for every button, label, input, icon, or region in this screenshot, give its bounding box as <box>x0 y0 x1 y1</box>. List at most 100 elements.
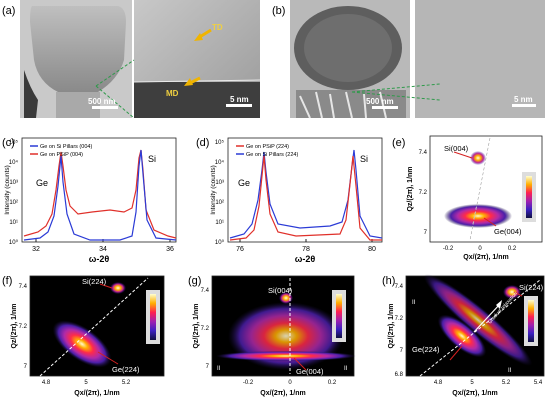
panel-b <box>290 0 545 119</box>
panel-letter-c: (c) <box>2 137 15 149</box>
arrow-ge-g <box>293 357 307 371</box>
xtick-label-c-3: 36 <box>166 246 174 253</box>
ytick-label-d-4: 10⁴ <box>215 159 225 166</box>
peak-label-ge-d: Ge <box>238 178 250 188</box>
ge-streak-g <box>216 351 356 361</box>
panel-f <box>29 275 165 377</box>
peak-label-si-c: Si <box>148 154 156 164</box>
si-label-h: Si(224) <box>519 283 544 292</box>
legend-text-blue-c: Ge on Si Pillars (004) <box>40 144 92 150</box>
guide-line-f <box>39 277 149 377</box>
xtick-label-h-1: 5 <box>470 380 474 386</box>
hrtem-texture-b <box>415 0 545 118</box>
xlabel-h: Qx/(2π), 1/nm <box>452 390 497 397</box>
ytick-label-f-0: 7 <box>24 364 28 370</box>
xtick-label-e-0: -0.2 <box>443 246 454 252</box>
xtick-label-c-1: 32 <box>32 246 40 253</box>
ge-peak-h <box>437 314 487 358</box>
mark-ii-right-h: II <box>508 368 512 374</box>
ytick-label-d-1: 10¹ <box>215 220 224 226</box>
mark-ii-left-g: II <box>217 366 221 372</box>
arrow-ge-e <box>483 217 497 227</box>
hrtem-substrate-a <box>134 82 260 118</box>
ge-peak-e <box>444 204 512 228</box>
pillar-cap-inner-b <box>304 14 392 82</box>
si-label-g: Si(004) <box>268 286 293 295</box>
label-td: TD <box>212 23 223 32</box>
ytick-label-d-2: 10² <box>215 200 224 206</box>
scale-label-left-a: 500 nm <box>88 97 116 106</box>
panel-d <box>227 137 383 243</box>
ge-label-g: Ge(004) <box>296 367 324 376</box>
xtick-label-f-2: 5.2 <box>122 380 131 386</box>
arrow-ge-f <box>97 351 119 365</box>
ge-label-h: Ge(224) <box>412 345 440 354</box>
si-label-f: Si(224) <box>82 277 107 286</box>
xtick-label-f-0: 4.8 <box>42 380 51 386</box>
xtick-label-g-1: 0 <box>288 380 292 386</box>
xtick-label-e-1: 0 <box>478 246 482 252</box>
xlabel-d: ω-2θ <box>295 254 316 264</box>
ylabel-g: Qz/(2π), 1/nm <box>193 303 200 348</box>
zoom-guide-2-a <box>95 85 135 119</box>
scale-label-right-a: 5 nm <box>230 95 249 104</box>
colorbar-f <box>150 294 156 340</box>
panel-c <box>21 137 177 243</box>
ytick-label-c-0: 10⁰ <box>9 239 19 246</box>
ylabel-e: Qz/(2π), 1/nm <box>407 166 414 211</box>
xlabel-f: Qx/(2π), 1/nm <box>74 390 119 397</box>
relax-arrow-head-h <box>496 300 502 309</box>
zoom-guide-1-a <box>95 59 135 87</box>
ytick-label-h-0: 6.8 <box>395 372 404 378</box>
ytick-label-f-2: 7.4 <box>19 284 28 290</box>
xlabel-e: Qx/(2π), 1/nm <box>463 254 508 261</box>
xtick-label-g-0: -0.2 <box>243 380 254 386</box>
ge-peak-f <box>52 320 112 368</box>
arrow-si-h <box>513 291 523 297</box>
panel-e <box>429 135 543 243</box>
xtick-label-e-2: 0.2 <box>508 246 517 252</box>
ytick-label-d-0: 10⁰ <box>215 239 225 246</box>
panel-letter-h: (h) <box>382 275 395 287</box>
ge-label-e: Ge(004) <box>494 227 522 236</box>
ge-label-f: Ge(224) <box>112 365 140 374</box>
ytick-label-c-1: 10¹ <box>9 220 18 226</box>
si-peak-f <box>110 282 126 294</box>
ytick-label-g-2: 7.4 <box>201 288 210 294</box>
si-peak-e <box>470 151 486 165</box>
porous-texture-b <box>299 91 387 119</box>
legend-text-blue-d: Ge on Si Pillars (224) <box>246 152 298 158</box>
guide-line-shadow-e <box>469 137 491 241</box>
mark-ii-right-g: II <box>344 366 348 372</box>
panel-letter-f: (f) <box>2 275 12 287</box>
label-md: MD <box>166 89 179 98</box>
arrow-ge-h <box>449 345 463 361</box>
scale-label-right-b: 5 nm <box>514 95 533 104</box>
ytick-label-e-0: 7 <box>424 230 428 236</box>
panel-letter-d: (d) <box>196 137 209 149</box>
xtick-label-g-2: 0.2 <box>328 380 337 386</box>
panel-h <box>405 274 545 377</box>
legend-text-red-c: Ge on PSiP (004) <box>40 152 83 158</box>
relaxation-streak-h <box>423 274 533 366</box>
ytick-label-c-5: 10⁵ <box>9 139 19 146</box>
ytick-label-h-2: 7.2 <box>395 316 404 322</box>
ytick-label-g-0: 7 <box>206 364 210 370</box>
ytick-label-c-2: 10² <box>9 200 18 206</box>
pillar-cap-a <box>30 6 126 92</box>
colorbar-e <box>526 176 532 218</box>
ylabel-c: Intensity (counts) <box>4 165 11 215</box>
plot-frame-c <box>21 137 177 243</box>
ytick-label-e-1: 7.2 <box>419 190 428 196</box>
xtick-label-d-3: 80 <box>368 246 376 253</box>
xlabel-g: Qx/(2π), 1/nm <box>260 390 305 397</box>
series-blue-c <box>23 149 177 241</box>
legend-text-red-d: Ge on PSiP (224) <box>246 144 289 150</box>
panel-letter-a: (a) <box>2 5 15 17</box>
xtick-label-h-2: 5.2 <box>502 380 511 386</box>
scale-bar-left-b <box>372 106 398 109</box>
ylabel-d: Intensity (counts) <box>210 165 217 215</box>
panel-letter-e: (e) <box>392 137 405 149</box>
panel-letter-b: (b) <box>272 5 285 17</box>
